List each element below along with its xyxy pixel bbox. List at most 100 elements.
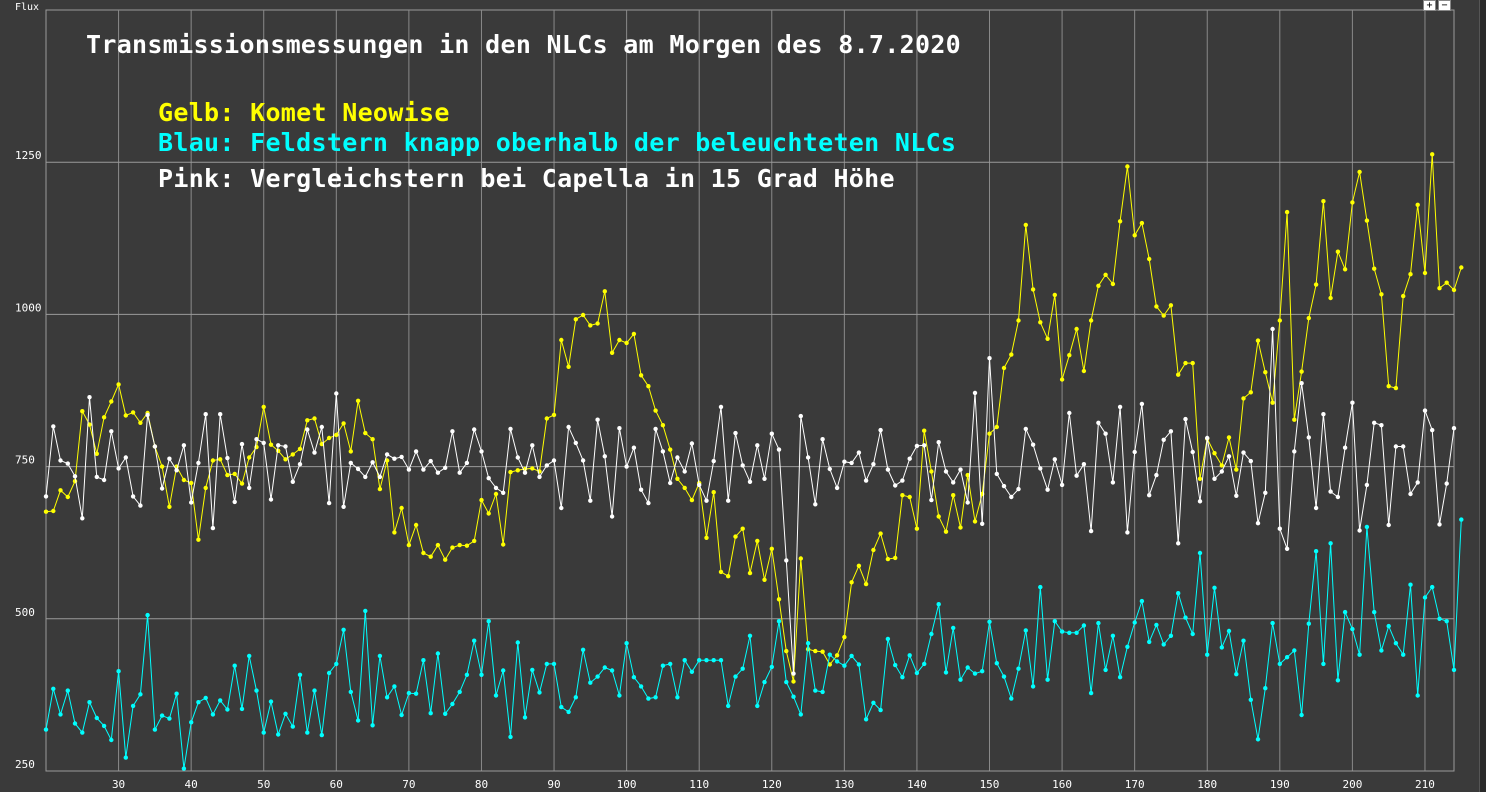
data-point xyxy=(1023,426,1028,432)
data-point xyxy=(196,460,201,466)
data-point xyxy=(334,391,339,396)
data-point xyxy=(1234,493,1239,498)
data-point xyxy=(203,485,208,491)
data-point xyxy=(1415,480,1420,485)
data-point xyxy=(1081,623,1087,628)
y-tick-label: 1250 xyxy=(15,149,42,162)
data-point xyxy=(1386,384,1391,389)
data-point xyxy=(1408,491,1413,497)
x-tick-label: 190 xyxy=(1270,778,1290,791)
data-point xyxy=(65,688,71,693)
data-point xyxy=(1001,365,1007,371)
data-point xyxy=(646,500,651,506)
data-point xyxy=(1009,494,1014,500)
data-point xyxy=(922,443,927,448)
data-point xyxy=(762,476,767,481)
data-point xyxy=(348,460,353,466)
data-point xyxy=(980,521,985,526)
data-point xyxy=(87,395,92,400)
data-point xyxy=(1081,368,1087,374)
data-point xyxy=(1197,499,1203,504)
data-point xyxy=(1125,164,1130,169)
data-point xyxy=(268,442,274,447)
data-point xyxy=(312,450,317,455)
data-point xyxy=(297,462,303,467)
data-point xyxy=(138,503,143,508)
data-point xyxy=(588,323,593,328)
data-point xyxy=(196,700,201,705)
data-point xyxy=(276,732,281,737)
data-point xyxy=(457,689,462,695)
data-point xyxy=(689,669,695,674)
data-point xyxy=(355,466,361,472)
data-point xyxy=(617,693,622,698)
data-point xyxy=(1110,633,1116,638)
data-point xyxy=(631,675,637,680)
zoom-in-button[interactable]: + xyxy=(1423,0,1436,11)
data-point xyxy=(1139,598,1145,604)
data-point xyxy=(326,435,332,441)
data-point xyxy=(798,413,803,419)
data-point xyxy=(1219,645,1225,650)
data-point xyxy=(711,658,716,663)
data-point xyxy=(813,688,818,693)
vertical-scrollbar[interactable] xyxy=(1479,0,1486,792)
data-point xyxy=(123,755,128,760)
data-point xyxy=(130,703,136,709)
data-point xyxy=(109,737,114,743)
x-tick-label: 70 xyxy=(402,778,415,791)
data-point xyxy=(1248,390,1254,395)
data-point xyxy=(1103,272,1108,277)
data-point xyxy=(936,514,941,519)
data-point xyxy=(1350,200,1355,205)
data-point xyxy=(138,420,143,425)
data-point xyxy=(341,504,346,509)
data-point xyxy=(1038,584,1043,590)
data-point xyxy=(268,497,274,502)
data-point xyxy=(609,668,615,673)
x-tick-label: 80 xyxy=(475,778,488,791)
data-point xyxy=(479,449,484,454)
data-point xyxy=(718,569,724,575)
data-point xyxy=(863,717,869,722)
data-point xyxy=(305,418,310,423)
data-point xyxy=(595,674,600,679)
legend-entry-yellow: Gelb: Komet Neowise xyxy=(158,98,450,127)
data-point xyxy=(51,686,56,691)
data-point xyxy=(1321,199,1326,204)
data-point xyxy=(1226,435,1232,440)
data-point xyxy=(1074,630,1079,635)
data-point xyxy=(522,470,528,475)
data-point xyxy=(116,466,121,471)
data-point xyxy=(72,474,78,479)
data-point xyxy=(588,680,593,685)
data-point xyxy=(1313,505,1319,511)
data-point xyxy=(225,707,230,712)
data-point xyxy=(392,684,397,689)
data-point xyxy=(551,412,557,418)
data-point xyxy=(1335,249,1341,254)
data-point xyxy=(624,340,629,346)
data-point xyxy=(573,440,578,446)
data-point xyxy=(210,458,216,463)
data-point xyxy=(1103,431,1108,436)
data-point xyxy=(1393,385,1399,391)
data-point xyxy=(704,535,709,540)
data-point xyxy=(1270,326,1275,332)
data-point xyxy=(1313,282,1319,287)
data-point xyxy=(1379,648,1384,653)
data-point xyxy=(152,444,158,449)
data-point xyxy=(689,441,695,446)
chart-title: Transmissionsmessungen in den NLCs am Mo… xyxy=(86,30,962,59)
data-point xyxy=(580,312,586,318)
data-point xyxy=(1277,318,1283,323)
data-point xyxy=(326,500,332,506)
data-point xyxy=(1241,396,1246,401)
x-tick-label: 90 xyxy=(547,778,560,791)
data-point xyxy=(493,485,499,491)
data-point xyxy=(290,724,295,729)
data-point xyxy=(1241,450,1246,455)
zoom-out-button[interactable]: − xyxy=(1438,0,1451,11)
data-point xyxy=(268,699,274,704)
